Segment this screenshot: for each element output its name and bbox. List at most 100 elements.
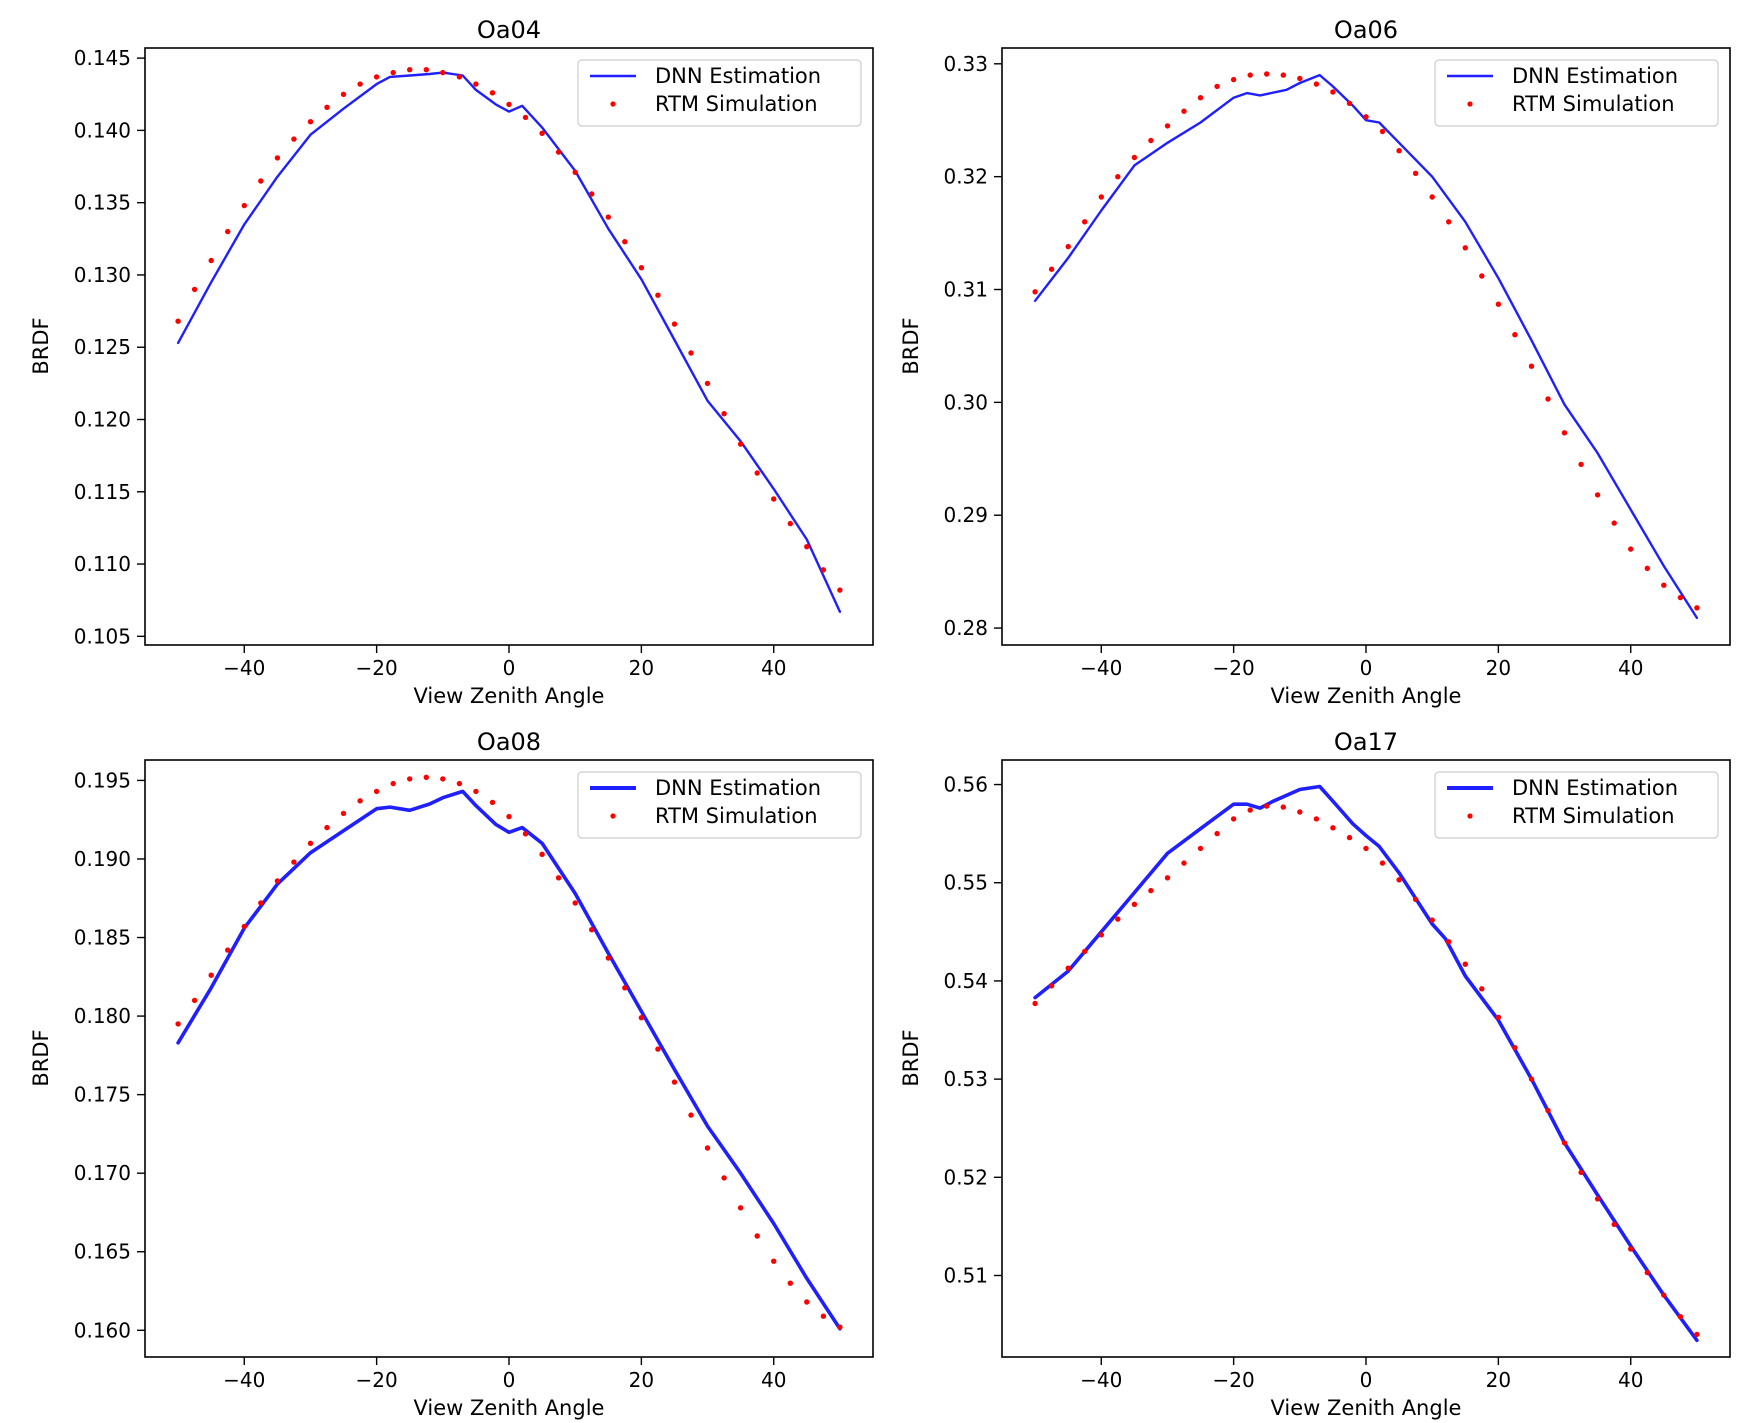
rtm-simulation-point: [1264, 71, 1270, 77]
rtm-simulation-point: [1065, 965, 1071, 971]
rtm-simulation-point: [440, 776, 446, 782]
rtm-simulation-point: [737, 1205, 744, 1211]
rtm-simulation-point: [1677, 1314, 1684, 1320]
rtm-simulation-point: [1115, 916, 1121, 922]
rtm-simulation-point: [291, 136, 297, 142]
rtm-simulation-point: [357, 798, 363, 804]
legend-rtm-swatch: [610, 813, 616, 819]
rtm-simulation-point: [1412, 170, 1419, 176]
dnn-estimation-line: [176, 789, 842, 1331]
rtm-simulation-point: [1561, 1140, 1568, 1146]
legend-rtm-swatch: [1467, 101, 1473, 107]
legend-dnn-label: DNN Estimation: [1512, 64, 1678, 88]
rtm-simulation-point: [1446, 219, 1452, 225]
rtm-simulation-point: [258, 178, 264, 184]
y-tick-label: 0.33: [943, 52, 988, 76]
rtm-simulation-point: [1032, 289, 1038, 295]
y-tick-label: 0.31: [943, 278, 988, 302]
rtm-simulation-point: [1280, 804, 1287, 810]
rtm-simulation-point: [1495, 1014, 1502, 1020]
rtm-simulation-point: [555, 149, 562, 155]
y-axis-label: BRDF: [29, 1029, 53, 1086]
rtm-simulation-point: [208, 257, 214, 264]
rtm-simulation-point: [1313, 816, 1320, 822]
rtm-simulation-point: [688, 350, 694, 356]
rtm-simulation-point: [1412, 896, 1419, 903]
x-tick-label: 0: [1360, 1368, 1373, 1392]
x-tick-label: −20: [1213, 656, 1255, 680]
x-tick-label: −20: [356, 656, 398, 680]
rtm-simulation-point: [572, 169, 578, 175]
x-axis-label: View Zenith Angle: [414, 1396, 605, 1420]
y-tick-label: 0.130: [74, 263, 131, 287]
rtm-simulation-point: [1115, 174, 1121, 180]
rtm-simulation-point: [1164, 875, 1171, 881]
rtm-simulation-point: [1197, 95, 1204, 101]
rtm-simulation-point: [1578, 1169, 1584, 1176]
rtm-simulation-point: [655, 1046, 661, 1052]
y-tick-label: 0.52: [943, 1165, 988, 1189]
rtm-simulation-point: [1545, 1107, 1551, 1114]
y-tick-label: 0.105: [74, 624, 131, 648]
rtm-simulation-point: [1197, 845, 1204, 852]
rtm-simulation-point: [837, 1324, 843, 1330]
legend-rtm-label: RTM Simulation: [1512, 92, 1675, 116]
rtm-simulation-point: [1462, 245, 1469, 251]
y-tick-label: 0.55: [943, 871, 988, 895]
y-tick-label: 0.51: [943, 1264, 988, 1288]
chart-title: Oa06: [1334, 16, 1398, 44]
y-tick-label: 0.135: [74, 191, 131, 215]
rtm-simulation-point: [1082, 219, 1088, 225]
rtm-simulation-point: [1379, 860, 1386, 866]
rtm-simulation-point: [1148, 137, 1154, 144]
rtm-simulation-point: [671, 321, 678, 327]
rtm-simulation-point: [1495, 301, 1502, 307]
rtm-simulation-point: [1446, 939, 1452, 945]
chart-title: Oa04: [477, 16, 541, 44]
rtm-simulation-point: [1048, 983, 1055, 989]
x-tick-label: −40: [223, 1368, 265, 1392]
rtm-simulation-point: [1131, 154, 1138, 161]
rtm-simulation-point: [1694, 1331, 1700, 1338]
rtm-simulation-point: [1346, 834, 1353, 841]
rtm-simulation-point: [423, 67, 429, 73]
rtm-simulation-point: [1230, 816, 1237, 822]
rtm-simulation-point: [1479, 273, 1485, 279]
chart-title: Oa17: [1334, 728, 1398, 756]
rtm-simulation-point: [191, 286, 198, 293]
rtm-simulation-point: [1677, 594, 1684, 601]
rtm-simulation-point: [688, 1112, 694, 1118]
rtm-simulation-point: [1181, 860, 1187, 866]
rtm-simulation-point: [1032, 1000, 1038, 1007]
rtm-simulation-point: [1148, 887, 1154, 894]
rtm-simulation-point: [1313, 81, 1320, 87]
chart-title: Oa08: [477, 728, 541, 756]
legend-dnn-label: DNN Estimation: [655, 776, 821, 800]
rtm-simulation-point: [1594, 492, 1601, 498]
rtm-simulation-point: [390, 69, 396, 76]
rtm-simulation-point: [340, 810, 347, 817]
rtm-simulation-point: [555, 875, 562, 881]
y-tick-label: 0.28: [943, 616, 988, 640]
rtm-simulation-point: [1363, 845, 1369, 852]
x-tick-label: −40: [1080, 1368, 1122, 1392]
rtm-simulation-point: [522, 831, 529, 837]
x-tick-label: 40: [1618, 656, 1643, 680]
rtm-simulation-point: [241, 202, 247, 209]
legend: DNN Estimation RTM Simulation: [577, 59, 862, 127]
x-axis-label: View Zenith Angle: [414, 684, 605, 708]
rtm-simulation-point: [704, 380, 711, 387]
y-tick-label: 0.180: [74, 1004, 131, 1028]
rtm-simulation-point: [1578, 461, 1584, 468]
rtm-simulation-point: [489, 799, 496, 806]
rtm-simulation-point: [1214, 83, 1220, 90]
rtm-simulation-point: [1181, 108, 1187, 114]
rtm-simulation-point: [1429, 917, 1435, 923]
rtm-simulation-point: [225, 228, 231, 235]
rtm-simulation-point: [589, 927, 595, 933]
rtm-simulation-point: [489, 90, 496, 96]
rtm-simulation-point: [539, 130, 545, 136]
y-tick-label: 0.145: [74, 46, 131, 70]
rtm-simulation-point: [456, 74, 463, 80]
rtm-simulation-point: [1297, 809, 1303, 815]
